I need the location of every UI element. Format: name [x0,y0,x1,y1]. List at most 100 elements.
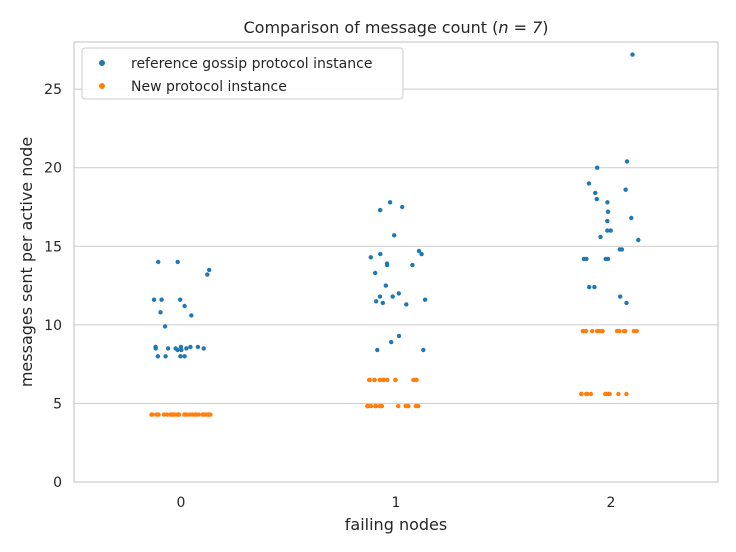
new-protocol-point [403,403,408,409]
plot-background [74,42,718,482]
reference-point [195,344,201,350]
reference-point [189,313,194,318]
reference-point [201,346,206,351]
reference-point [593,190,598,196]
reference-point [419,251,424,257]
reference-point [404,302,409,307]
legend: reference gossip protocol instance New p… [81,47,404,100]
x-tick-label: 2 [607,495,616,511]
new-protocol-point [414,377,419,383]
reference-point [605,209,611,214]
legend-label-reference: reference gossip protocol instance [131,56,372,72]
reference-point [368,255,373,260]
reference-point [380,300,385,306]
new-protocol-point [170,412,175,417]
reference-point [618,294,623,299]
reference-point [162,324,168,329]
reference-point [389,339,394,345]
reference-point [165,346,171,351]
reference-point [163,354,168,359]
new-protocol-point [208,412,213,417]
reference-point [587,284,592,290]
reference-point [390,294,395,299]
new-protocol-point [585,391,590,397]
new-protocol-point [385,377,390,383]
reference-point [178,297,183,302]
reference-point [396,333,402,339]
reference-point [586,181,592,186]
new-protocol-point [631,328,637,334]
reference-point [603,256,608,262]
reference-point [184,346,189,351]
new-protocol-point [579,391,584,397]
reference-point [592,284,597,290]
reference-point [595,165,600,170]
reference-point [617,247,622,252]
reference-point [377,294,383,299]
new-protocol-point [590,328,595,334]
reference-point [416,248,422,254]
new-protocol-point [616,391,621,397]
reference-point [182,303,187,309]
new-protocol-point [393,377,398,383]
new-protocol-point [161,412,167,417]
new-protocol-point [580,328,585,334]
new-protocol-point [396,403,401,409]
new-protocol-point [372,377,377,383]
new-protocol-point [621,328,627,334]
new-protocol-point [176,412,182,417]
reference-point [373,270,378,276]
reference-point [156,259,161,265]
new-protocol-point [202,412,207,417]
new-protocol-point [367,377,372,383]
new-protocol-point [588,391,594,397]
new-protocol-point [411,377,416,383]
reference-point [175,259,180,265]
new-protocol-point [193,412,198,417]
new-protocol-point [196,412,201,417]
legend-marker-reference [99,60,105,66]
reference-point [605,228,610,233]
reference-point [378,207,383,213]
new-protocol-point [624,391,629,397]
reference-point [421,347,426,353]
new-protocol-point [368,403,374,409]
reference-point [151,297,157,302]
reference-point [630,52,635,57]
plot-frame [73,41,719,483]
reference-point [387,200,393,205]
y-tick-label: 5 [53,396,62,412]
reference-point [207,267,212,273]
y-axis-label: messages sent per active node [17,137,36,387]
reference-point [624,159,630,164]
reference-point [374,299,379,304]
chart-title: Comparison of message count (n = 7) [243,18,548,37]
reference-point [598,234,603,240]
reference-point [182,354,187,359]
new-protocol-point [597,328,602,334]
legend-box [81,47,404,100]
y-tick-label: 20 [44,161,62,177]
reference-point [159,297,164,302]
reference-point [581,256,587,262]
new-protocol-point [184,412,189,417]
new-protocol-point [377,403,382,409]
new-protocol-point [156,412,161,417]
reference-point [624,300,629,306]
reference-point [623,187,628,192]
reference-point [629,215,634,221]
reference-point [173,346,178,351]
reference-point [605,200,610,205]
reference-point [392,233,397,238]
new-protocol-point [605,391,611,397]
reference-point [594,196,599,202]
legend-label-new: New protocol instance [131,79,287,95]
reference-point [636,237,641,243]
reference-point [410,262,415,268]
reference-point [608,228,613,233]
reference-point [605,218,610,224]
new-protocol-point [149,412,154,417]
new-protocol-point [365,403,370,409]
x-tick-label: 0 [177,495,186,511]
reference-point [396,291,401,296]
